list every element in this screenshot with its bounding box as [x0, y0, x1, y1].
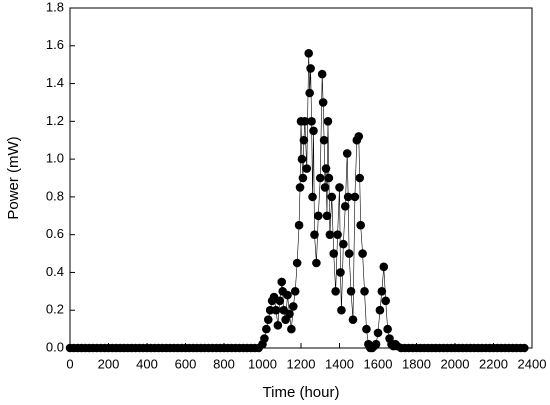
data-point [360, 287, 369, 296]
data-point [340, 202, 350, 211]
data-point [343, 192, 353, 202]
data-point [309, 126, 318, 136]
y-tick-label: 1.0 [46, 151, 64, 166]
x-tick-label: 400 [136, 356, 158, 371]
data-point [336, 268, 345, 277]
y-tick-label: 0.2 [46, 302, 64, 317]
data-point [300, 117, 310, 126]
data-point [314, 211, 323, 221]
data-point [355, 173, 365, 183]
data-point [342, 149, 352, 158]
series-line [70, 53, 525, 349]
y-tick-label: 0.4 [46, 264, 64, 279]
data-point [321, 164, 331, 173]
data-point [344, 249, 354, 258]
data-point [350, 192, 360, 202]
data-point [324, 173, 334, 183]
x-tick-label: 800 [213, 356, 235, 371]
data-point [304, 49, 314, 58]
y-tick-label: 1.8 [46, 0, 64, 14]
x-tick-label: 1800 [402, 356, 431, 371]
y-tick-label: 1.2 [46, 113, 64, 128]
data-point [335, 183, 344, 192]
data-point [283, 290, 292, 300]
data-point [307, 117, 316, 126]
data-point [329, 249, 339, 258]
data-point [262, 324, 271, 334]
x-tick-label: 1000 [248, 356, 277, 371]
data-point [315, 173, 325, 183]
data-point [319, 135, 329, 145]
y-tick-label: 0.6 [46, 226, 64, 241]
data-point [292, 258, 302, 268]
data-point [339, 239, 348, 249]
x-tick-label: 2200 [479, 356, 508, 371]
x-tick-label: 1200 [287, 356, 316, 371]
data-point [277, 277, 287, 287]
data-point [346, 287, 356, 296]
x-axis-title: Time (hour) [263, 384, 340, 401]
data-point [297, 154, 307, 164]
data-point [377, 287, 387, 296]
data-point [305, 88, 314, 98]
y-tick-label: 0.8 [46, 188, 64, 203]
data-point [322, 211, 332, 221]
data-point [383, 324, 392, 334]
data-point [294, 220, 304, 230]
x-tick-label: 1400 [325, 356, 354, 371]
data-point [358, 249, 367, 258]
data-point [285, 309, 294, 319]
data-point [362, 324, 371, 334]
data-point [373, 328, 383, 338]
data-point [287, 324, 296, 334]
data-point [298, 173, 308, 183]
data-point [310, 230, 319, 239]
data-point [302, 164, 312, 173]
data-point [381, 296, 391, 306]
x-tick-label: 1600 [364, 356, 393, 371]
data-point [260, 334, 269, 343]
data-point [356, 220, 365, 230]
data-point [299, 135, 309, 145]
x-tick-label: 600 [175, 356, 197, 371]
data-point [337, 305, 346, 315]
y-tick-label: 0.0 [46, 339, 64, 354]
data-point [273, 321, 283, 330]
data-point [289, 302, 298, 311]
y-tick-label: 1.6 [46, 37, 64, 52]
data-point [263, 315, 273, 324]
data-point [327, 192, 337, 202]
data-point [325, 230, 335, 239]
data-point [317, 69, 327, 79]
data-point [375, 305, 385, 315]
data-point [271, 305, 281, 315]
data-point [371, 339, 381, 349]
y-axis-title: Power (mW) [5, 136, 22, 219]
data-point [295, 183, 305, 192]
data-point [333, 230, 342, 239]
data-point [308, 192, 317, 202]
x-tick-label: 2000 [441, 356, 470, 371]
data-point [331, 287, 340, 296]
x-tick-label: 2400 [518, 356, 547, 371]
data-point [275, 296, 285, 306]
data-point [312, 258, 321, 268]
data-point [320, 183, 330, 192]
data-point [348, 315, 358, 324]
data-point [323, 117, 333, 126]
data-point [354, 132, 364, 141]
data-point [318, 98, 328, 107]
x-tick-label: 200 [98, 356, 120, 371]
data-point [379, 262, 389, 272]
data-point [306, 64, 315, 73]
y-tick-label: 1.4 [46, 75, 64, 90]
data-point [290, 287, 300, 296]
data-point [520, 343, 529, 353]
x-tick-label: 0 [66, 356, 73, 371]
